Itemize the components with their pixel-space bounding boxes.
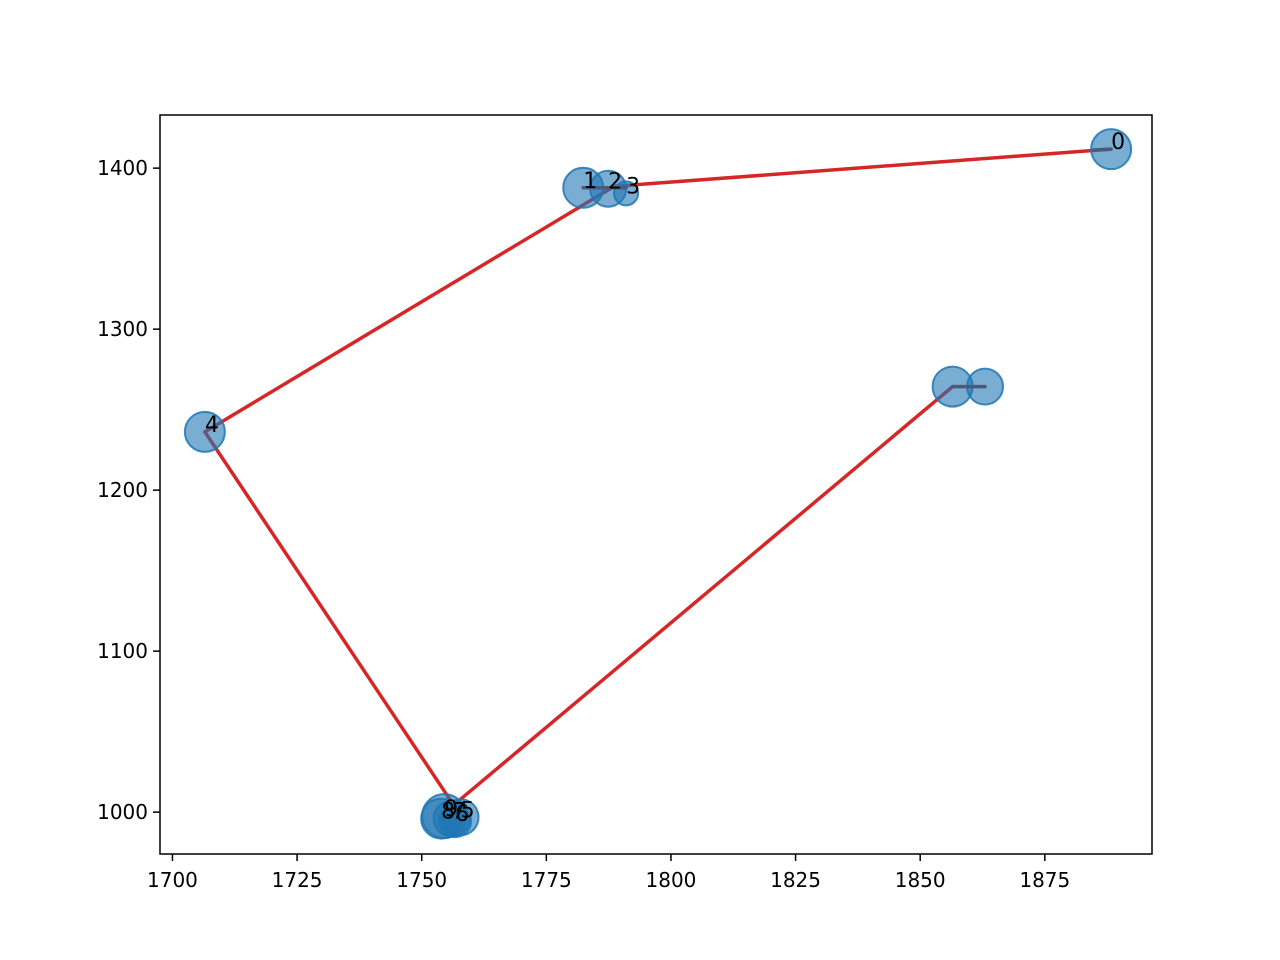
point-label-9: 9: [444, 797, 458, 822]
x-tick-label: 1875: [1019, 868, 1070, 892]
plot-area: [160, 115, 1152, 854]
point-label-0: 0: [1111, 130, 1125, 155]
dark-segment-layer: [581, 147, 1113, 389]
y-axis: 1000 1100 1200 1300 1400: [97, 156, 160, 824]
x-tick-label: 1700: [147, 868, 198, 892]
y-tick-label: 1000: [97, 800, 148, 824]
y-tick-label: 1400: [97, 156, 148, 180]
point-label-1: 1: [583, 169, 597, 194]
y-tick-label: 1300: [97, 317, 148, 341]
x-axis: 1700 1725 1750 1775 1800 1825 1850 1875: [147, 854, 1070, 892]
x-tick-label: 1800: [646, 868, 697, 892]
x-tick-label: 1775: [521, 868, 572, 892]
point-label-6: 6: [455, 802, 469, 827]
point-label-4: 4: [205, 413, 219, 438]
y-tick-label: 1200: [97, 478, 148, 502]
point-label-7: 7: [452, 800, 466, 825]
y-tick-label: 1100: [97, 639, 148, 663]
scatter-point-9: [421, 793, 468, 840]
point-label-5: 5: [461, 798, 475, 823]
x-tick-label: 1725: [272, 868, 323, 892]
dark-segment-0: [1091, 147, 1113, 152]
plot-frame: [159, 114, 1153, 855]
scatter-point-4: [183, 410, 226, 453]
point-label-2: 2: [608, 170, 622, 195]
x-tick-label: 1850: [895, 868, 946, 892]
point-label-3: 3: [626, 174, 640, 199]
x-tick-label: 1825: [770, 868, 821, 892]
point-label-8: 8: [441, 800, 455, 825]
x-tick-label: 1750: [396, 868, 447, 892]
